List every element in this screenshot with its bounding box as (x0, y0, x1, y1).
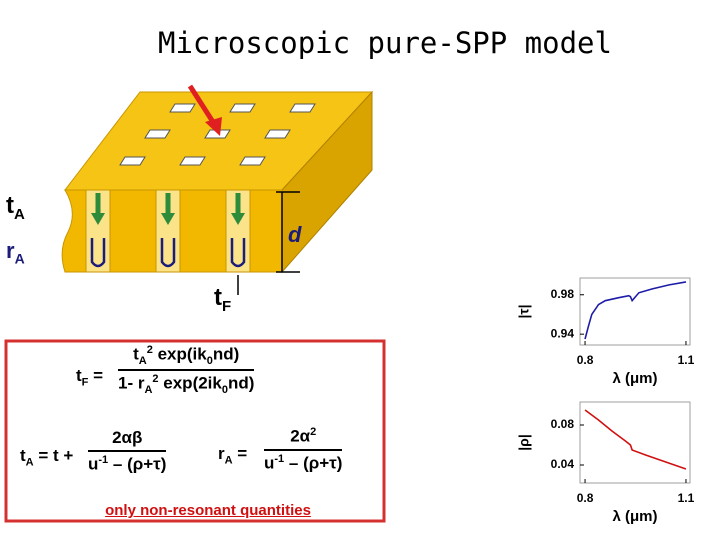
x-axis-label: λ (μm) (612, 370, 657, 387)
channels (85, 189, 251, 273)
x-tick-label: 0.8 (577, 353, 594, 367)
label-t-f: tF (214, 284, 232, 315)
y-tick-label: 0.94 (551, 326, 575, 340)
label-t-a: tA (6, 192, 25, 223)
y-axis-label: |τ| (516, 304, 532, 318)
plot-frame (579, 277, 691, 346)
plot-frame (579, 401, 691, 484)
data-line (584, 281, 687, 340)
formula-ra-fraction: 2α2 u-1 – (ρ+τ) (264, 426, 343, 473)
x-tick-label: 0.8 (577, 491, 594, 505)
formula-ta-lhs: tA = t + (20, 446, 74, 469)
y-tick-label: 0.98 (551, 287, 575, 301)
formula-tf-lhs: tF = (76, 366, 104, 389)
reflection-arrows (90, 238, 246, 268)
label-r-a: rA (6, 238, 25, 267)
holes (119, 103, 316, 166)
formula-tf-fraction: tA2 exp(ik0nd) 1- rA2 exp(2ik0nd) (118, 344, 255, 397)
formula-ra-lhs: rA = (218, 444, 248, 467)
label-d: d (288, 222, 302, 247)
note: only non-resonant quantities (105, 502, 311, 519)
formula-ta-fraction: 2αβ u-1 – (ρ+τ) (88, 428, 167, 474)
x-tick-label: 1.1 (678, 353, 695, 367)
title: Microscopic pure-SPP model (158, 26, 612, 60)
y-axis-label: |ρ| (516, 434, 532, 451)
x-axis-label: λ (μm) (612, 508, 657, 525)
x-tick-label: 1.1 (678, 491, 695, 505)
transmission-arrows (91, 193, 245, 225)
y-tick-label: 0.08 (551, 417, 575, 431)
y-tick-label: 0.04 (551, 457, 575, 471)
data-line (584, 409, 687, 470)
thickness-marker (276, 191, 300, 273)
formula-box (4, 339, 386, 523)
incident-arrow (187, 84, 222, 136)
